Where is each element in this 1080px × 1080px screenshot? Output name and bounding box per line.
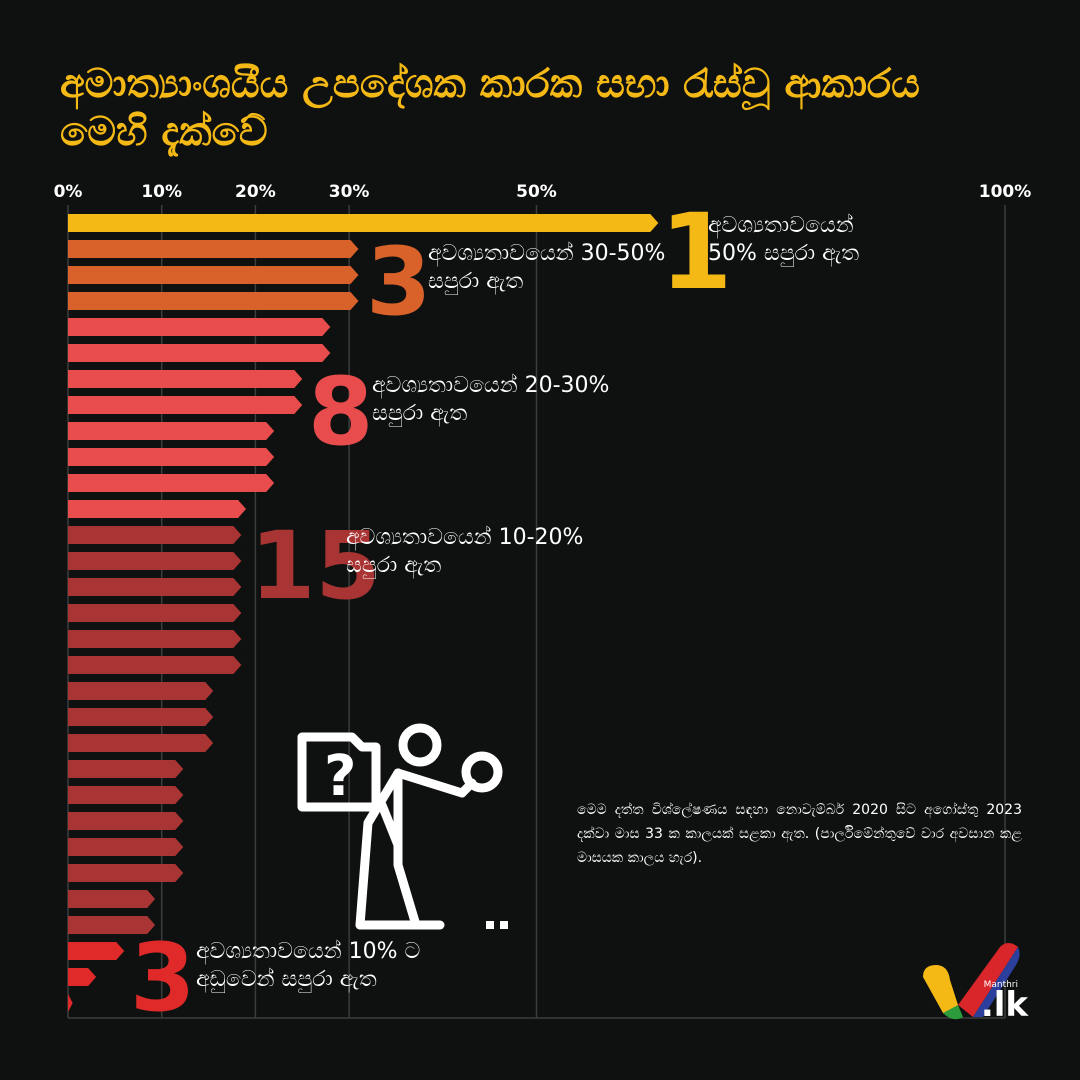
x-tick-label: 30%	[329, 182, 370, 202]
group-count-4: 15	[250, 512, 381, 621]
bar	[68, 292, 359, 310]
x-tick-label: 100%	[979, 182, 1032, 202]
logo-word: .lk	[980, 985, 1028, 1025]
group-label-2: අවශ්‍යතාවයෙන් 30-50% සපුරා ඇත	[428, 241, 666, 294]
methodology-note: මෙම දත්ත විශ්ලේෂණය සඳහා නොවැම්බර් 2020 ස…	[577, 802, 1022, 866]
manthri-logo: Manthri .lk	[918, 935, 1028, 1025]
bar	[68, 838, 184, 856]
group-count-3: 8	[308, 358, 374, 467]
group-label-1: අවශ්‍යතාවයෙන් 50% සපුරා ඇත	[708, 213, 860, 266]
group-label-3: අවශ්‍යතාවයෙන් 20-30% සපුරා ඇත	[372, 373, 610, 426]
bar	[68, 682, 214, 700]
bar	[68, 344, 331, 362]
bar	[68, 630, 242, 648]
bar	[68, 916, 156, 934]
bar	[68, 318, 331, 336]
bar	[68, 526, 242, 544]
checkmark-logo-icon	[923, 943, 1020, 1020]
bar	[68, 448, 275, 466]
bar	[68, 734, 214, 752]
bar	[68, 968, 97, 986]
bar	[68, 396, 303, 414]
bar	[68, 240, 359, 258]
svg-text:?: ?	[324, 744, 356, 809]
x-tick-label: 20%	[235, 182, 276, 202]
bar	[68, 812, 184, 830]
group-count-5: 3	[130, 924, 196, 1033]
bar	[68, 266, 359, 284]
logo-small-text: Manthri	[983, 980, 1018, 990]
group-label-4: අවශ්‍යතාවයෙන් 10-20% සපුරා ඇත	[346, 525, 584, 578]
bar	[68, 760, 184, 778]
bar	[68, 786, 184, 804]
bar	[68, 890, 156, 908]
x-tick-label: 50%	[516, 182, 557, 202]
bar	[68, 708, 214, 726]
bar	[68, 552, 242, 570]
bar	[68, 214, 659, 232]
bar	[68, 656, 242, 674]
bar	[68, 942, 125, 960]
bar	[68, 474, 275, 492]
group-label-5: අවශ්‍යතාවයෙන් 10% ට අඩුවෙන් සපුරා ඇත	[196, 939, 421, 992]
page-title: අමාත්‍යාංශයීය උපදේශක කාරක සභා රැස්වූ ආකා…	[60, 61, 920, 155]
person-with-question-icon: ?	[297, 723, 508, 930]
bar	[68, 864, 184, 882]
group-count-2: 3	[366, 228, 432, 337]
bar	[68, 370, 303, 388]
bar	[68, 500, 247, 518]
bar	[68, 578, 242, 596]
bar	[68, 604, 242, 622]
bar	[68, 994, 73, 1012]
group-count-1: 1	[660, 191, 733, 313]
bar	[68, 422, 275, 440]
x-tick-label: 10%	[141, 182, 182, 202]
x-tick-label: 0%	[54, 182, 83, 202]
